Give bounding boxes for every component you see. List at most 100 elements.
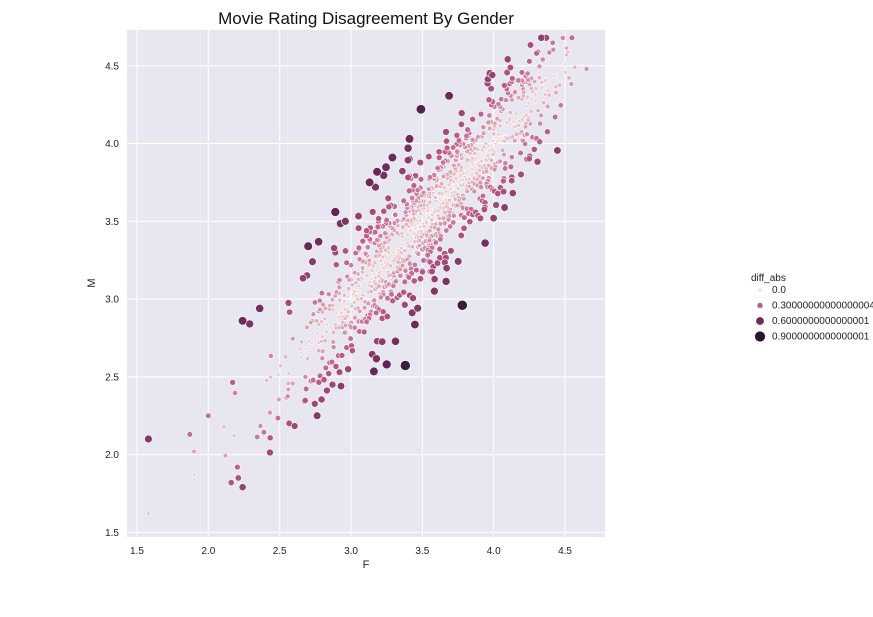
scatter-point-outlier — [227, 479, 235, 487]
scatter-point — [447, 223, 454, 230]
scatter-point — [435, 154, 443, 161]
legend-title: diff_abs — [751, 273, 786, 284]
scatter-point — [371, 182, 380, 192]
y-tick-label: 2.5 — [105, 372, 119, 383]
y-tick-label: 3.5 — [105, 217, 119, 228]
scatter-point — [363, 318, 370, 325]
scatter-point — [497, 123, 503, 129]
scatter-point — [322, 364, 329, 371]
scatter-point — [354, 224, 363, 232]
x-tick-label: 4.0 — [487, 546, 501, 557]
scatter-point — [503, 55, 512, 64]
scatter-point — [405, 232, 410, 238]
scatter-point — [257, 423, 264, 429]
scatter-point — [539, 85, 545, 90]
scatter-point — [285, 380, 291, 386]
scatter-point — [524, 104, 529, 109]
scatter-point-outlier — [146, 511, 151, 516]
scatter-point — [455, 186, 461, 191]
scatter-point — [318, 290, 325, 297]
scatter-point — [457, 120, 465, 128]
scatter-point — [416, 275, 425, 283]
scatter-point — [368, 288, 374, 294]
scatter-point — [366, 257, 372, 264]
scatter-point — [364, 273, 370, 278]
scatter-point — [384, 194, 392, 202]
scatter-point — [485, 153, 491, 158]
scatter-point — [342, 247, 349, 255]
scatter-point — [477, 110, 485, 118]
scatter-point — [416, 158, 424, 167]
legend-label: 0.6000000000000001 — [772, 316, 870, 327]
x-tick-label: 3.5 — [415, 546, 429, 557]
scatter-point — [533, 157, 542, 166]
scatter-point — [413, 226, 418, 231]
scatter-point — [478, 159, 484, 164]
scatter-point — [500, 203, 509, 212]
scatter-point — [346, 286, 352, 292]
scatter-point — [342, 329, 348, 336]
scatter-point — [417, 224, 423, 230]
scatter-point — [469, 167, 475, 172]
scatter-point — [364, 244, 371, 251]
scatter-point — [286, 371, 292, 376]
scatter-point — [308, 319, 314, 326]
scatter-point-outlier — [330, 207, 341, 217]
scatter-point — [323, 386, 331, 395]
scatter-point — [437, 236, 444, 243]
scatter-point — [284, 299, 293, 307]
scatter-point — [544, 103, 551, 110]
scatter-point — [517, 149, 524, 157]
scatter-point-outlier — [341, 217, 350, 226]
legend-marker — [755, 316, 765, 326]
scatter-point — [436, 191, 442, 196]
scatter-point — [507, 163, 515, 170]
scatter-point — [344, 273, 350, 280]
scatter-point — [523, 124, 529, 130]
scatter-point — [480, 130, 487, 136]
scatter-point — [508, 154, 515, 161]
scatter-point — [497, 158, 503, 165]
x-axis-label: F — [363, 559, 370, 571]
scatter-point — [493, 141, 498, 147]
scatter-point — [491, 166, 498, 173]
scatter-point — [406, 260, 413, 267]
scatter-point — [549, 39, 556, 46]
scatter-point — [379, 308, 387, 316]
scatter-point — [351, 270, 358, 276]
legend-marker — [757, 287, 763, 293]
scatter-point — [453, 131, 461, 139]
scatter-point — [333, 289, 340, 295]
scatter-point — [392, 211, 399, 218]
scatter-point-outlier — [255, 303, 265, 313]
scatter-point — [373, 253, 379, 259]
scatter-point — [416, 237, 422, 243]
scatter-point-outlier — [191, 472, 197, 478]
scatter-point — [410, 182, 418, 189]
scatter-point — [500, 177, 507, 185]
scatter-point — [508, 122, 513, 128]
scatter-point — [343, 259, 350, 266]
scatter-point — [508, 189, 517, 198]
scatter-point — [443, 227, 450, 234]
scatter-point — [390, 283, 397, 289]
scatter-point — [385, 203, 393, 211]
scatter-point — [518, 69, 526, 76]
scatter-point — [325, 291, 332, 298]
scatter-point — [507, 110, 513, 116]
scatter-point — [442, 264, 451, 273]
scatter-point — [435, 208, 441, 214]
scatter-point — [563, 62, 568, 67]
scatter-point — [526, 100, 531, 106]
y-tick-label: 3.0 — [105, 295, 119, 306]
scatter-point — [376, 283, 382, 289]
scatter-point — [378, 258, 384, 264]
scatter-point — [500, 82, 508, 89]
scatter-point — [450, 144, 457, 151]
scatter-point — [284, 393, 291, 400]
scatter-point — [414, 187, 421, 194]
scatter-point — [386, 249, 391, 255]
scatter-point — [383, 247, 388, 253]
scatter-points — [221, 33, 576, 471]
